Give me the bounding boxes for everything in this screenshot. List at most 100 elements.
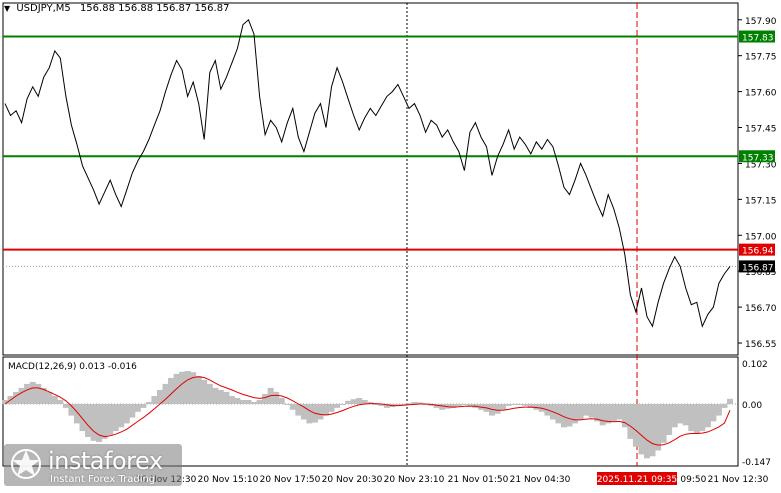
macd-histogram-bar xyxy=(140,404,147,408)
macd-histogram-bar xyxy=(572,404,578,424)
macd-histogram-bar xyxy=(406,403,412,405)
macd-histogram-bar xyxy=(334,404,341,408)
macd-histogram-bar xyxy=(500,404,507,410)
macd-histogram-bar xyxy=(688,404,695,432)
level-price-label: 157.83 xyxy=(742,34,774,44)
macd-histogram-bar xyxy=(461,404,468,405)
current-price-tag xyxy=(739,260,775,273)
y-tick-label: 157.30 xyxy=(745,160,777,170)
macd-histogram-bar xyxy=(323,404,329,416)
macd-axis-label: -0.147 xyxy=(742,458,771,468)
x-axis-label: 21 Nov 01:50 xyxy=(448,475,509,485)
dropdown-triangle-icon[interactable]: ▼ xyxy=(4,4,11,13)
macd-histogram-bar xyxy=(51,396,58,404)
macd-histogram-bar xyxy=(256,400,263,404)
logo-wordmark: instaforex xyxy=(48,447,163,475)
macd-histogram-bar xyxy=(356,398,363,404)
current-price-label: 156.87 xyxy=(742,263,774,273)
macd-histogram-bar xyxy=(727,398,733,404)
cursor-time-tag xyxy=(597,472,677,485)
macd-histogram-bar xyxy=(278,398,285,404)
macd-histogram-bar xyxy=(710,404,717,422)
macd-histogram-bar xyxy=(168,377,174,404)
macd-histogram-bar xyxy=(632,404,639,447)
instaforex-logo xyxy=(4,444,182,486)
macd-histogram-bar xyxy=(273,391,280,404)
level-price-label: 157.33 xyxy=(742,153,774,163)
macd-axis-label: 0.00 xyxy=(742,401,762,411)
macd-histogram-bar xyxy=(339,404,346,405)
macd-histogram-bar xyxy=(367,402,374,404)
macd-histogram-bar xyxy=(505,404,512,406)
y-tick-label: 157.90 xyxy=(745,17,777,27)
y-tick-label: 157.60 xyxy=(745,89,777,99)
macd-histogram-bar xyxy=(162,383,169,404)
macd-histogram-bar xyxy=(671,404,678,428)
macd-histogram-bar xyxy=(68,404,75,416)
macd-histogram-bar xyxy=(616,404,623,420)
macd-histogram-bar xyxy=(516,404,523,405)
macd-histogram-bar xyxy=(13,391,20,404)
macd-histogram-bar xyxy=(57,400,64,404)
price-panel-frame xyxy=(2,2,739,356)
macd-histogram-bar xyxy=(123,404,130,424)
macd-histogram-bar xyxy=(151,396,158,404)
macd-histogram-bar xyxy=(107,404,114,435)
macd-histogram-bar xyxy=(251,402,257,404)
macd-histogram-bar xyxy=(289,404,296,410)
x-axis-label: 21 Nov 04:30 xyxy=(510,475,571,485)
macd-histogram-bar xyxy=(234,398,241,404)
macd-histogram-bar xyxy=(118,404,125,428)
macd-histogram-bar xyxy=(295,404,302,416)
x-axis-label: 20 Nov 23:10 xyxy=(384,475,445,485)
macd-histogram-bar xyxy=(527,404,534,408)
macd-histogram-bar xyxy=(29,381,36,404)
macd-histogram-bar xyxy=(96,404,103,442)
macd-histogram-bar xyxy=(610,404,617,422)
macd-histogram-bar xyxy=(511,404,518,405)
macd-histogram-bar xyxy=(145,402,152,404)
macd-histogram-bar xyxy=(627,404,634,439)
macd-histogram-bar xyxy=(378,404,385,406)
macd-histogram-bar xyxy=(85,404,91,437)
macd-histogram-bar xyxy=(588,404,595,418)
macd-histogram-bar xyxy=(655,404,662,451)
macd-histogram-bar xyxy=(179,371,186,404)
y-tick-label: 156.70 xyxy=(745,304,777,314)
macd-histogram-bar xyxy=(411,402,418,404)
macd-histogram-bar xyxy=(621,404,628,428)
symbol-label: USDJPY,M5 xyxy=(16,3,71,14)
y-tick-label: 157.45 xyxy=(745,125,777,135)
macd-histogram-bar xyxy=(101,404,108,439)
macd-histogram-bar xyxy=(345,400,352,404)
macd-histogram-bar xyxy=(184,371,191,404)
macd-histogram-bar xyxy=(439,404,446,410)
macd-histogram-bar xyxy=(361,400,368,404)
macd-histogram-bar xyxy=(306,404,313,424)
macd-histogram-bar xyxy=(644,404,650,459)
macd-histogram-bar xyxy=(693,404,700,434)
macd-histogram-bar xyxy=(450,404,457,408)
macd-histogram-bar xyxy=(417,402,424,404)
level-price-label: 156.94 xyxy=(742,247,774,257)
macd-histogram-bar xyxy=(300,404,307,420)
y-tick-label: 157.15 xyxy=(745,196,777,206)
macd-histogram-bar xyxy=(74,404,80,424)
macd-histogram-bar xyxy=(228,396,235,404)
macd-histogram-bar xyxy=(206,383,213,404)
macd-histogram-bar xyxy=(583,404,590,416)
macd-histogram-bar xyxy=(2,400,8,404)
macd-histogram-bar xyxy=(18,387,25,404)
macd-histogram-bar xyxy=(62,404,69,408)
level-price-tag xyxy=(739,30,775,43)
macd-histogram-bar xyxy=(223,391,230,404)
macd-histogram-bar xyxy=(35,383,42,404)
macd-histogram-bar xyxy=(533,404,540,410)
macd-histogram-bar xyxy=(350,399,357,404)
macd-histogram-bar xyxy=(677,404,684,424)
macd-histogram-bar xyxy=(79,404,86,432)
macd-histogram-bar xyxy=(428,404,435,406)
level-price-tag xyxy=(739,243,775,256)
